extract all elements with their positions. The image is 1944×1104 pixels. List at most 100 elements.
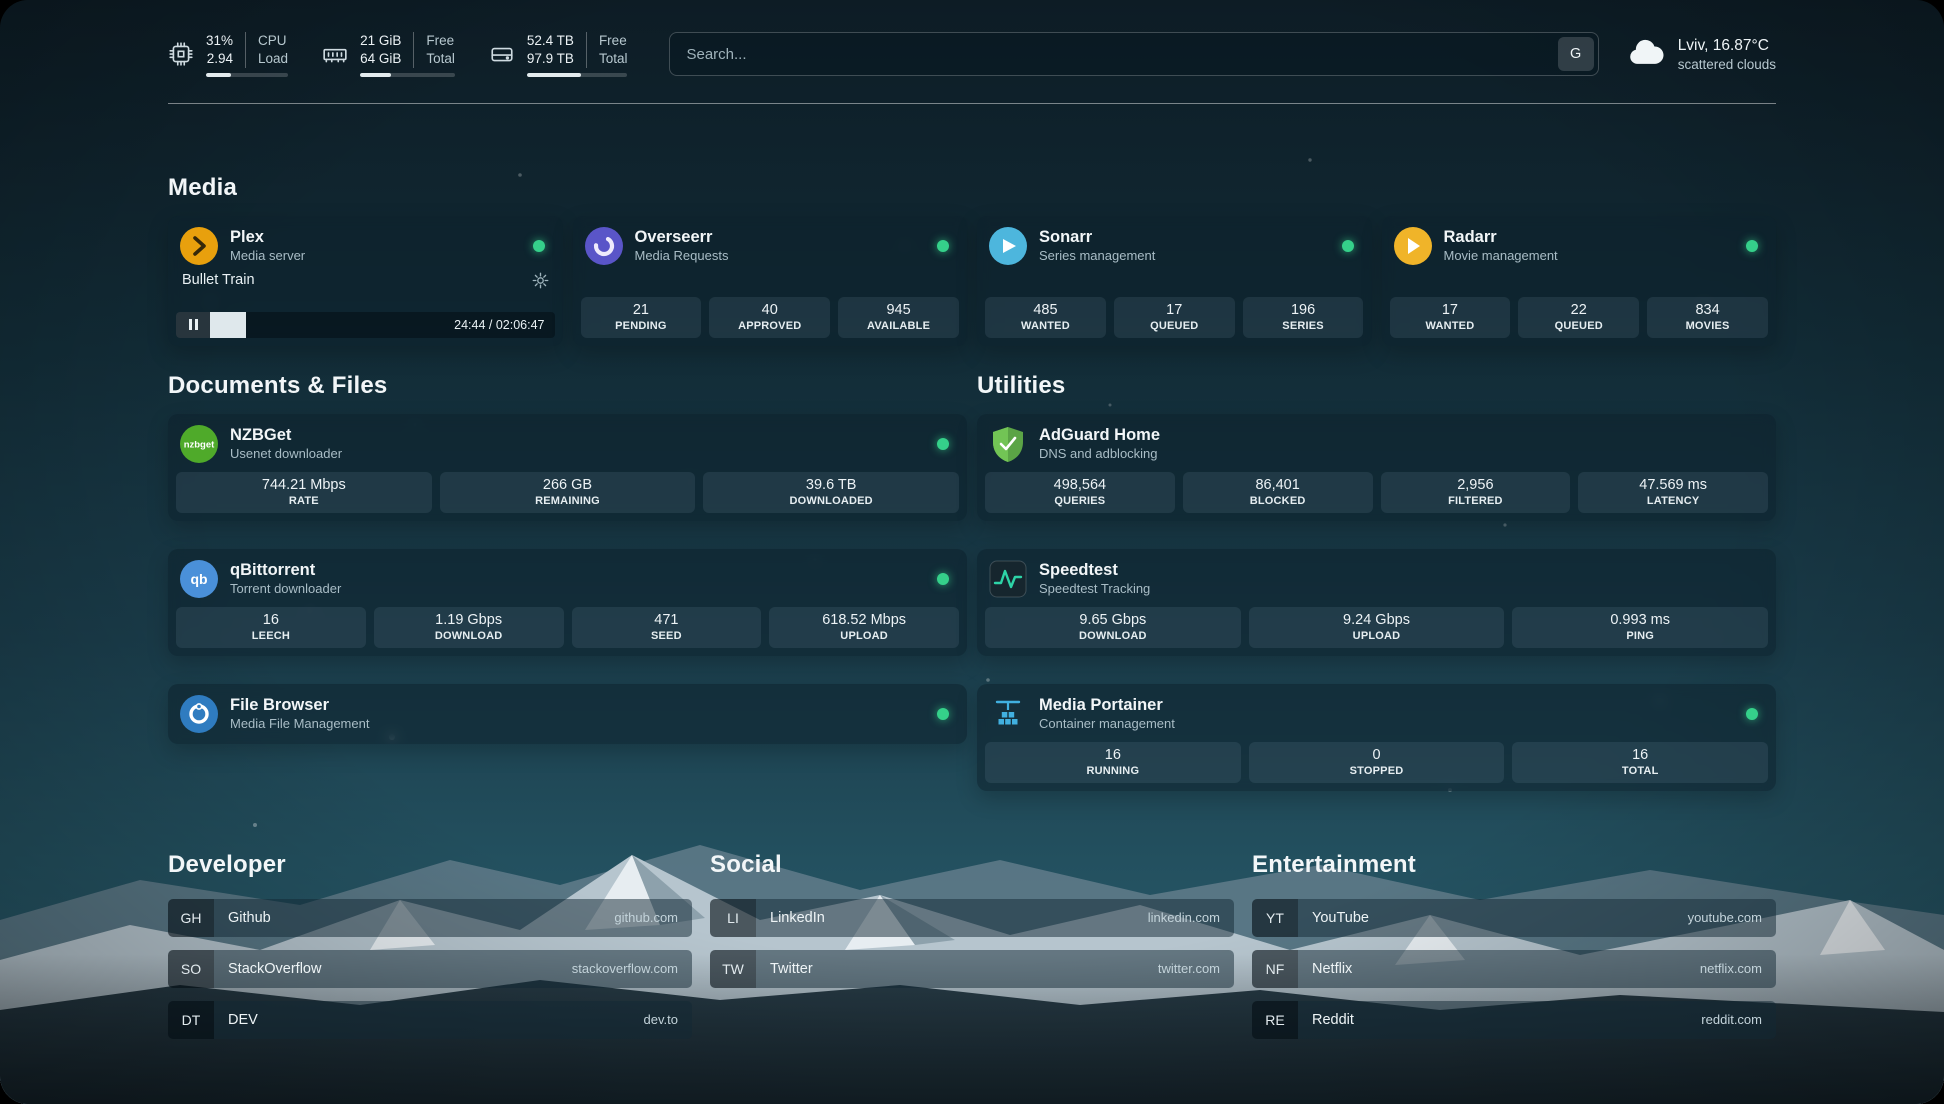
svg-text:qb: qb xyxy=(190,571,207,587)
overseerr-header[interactable]: Overseerr Media Requests xyxy=(581,224,960,268)
bookmark-stackoverflow[interactable]: SO StackOverflow stackoverflow.com xyxy=(168,949,692,988)
stat-box: 40 APPROVED xyxy=(709,296,831,338)
service-name: NZBGet xyxy=(230,425,292,444)
stat-box: 0 STOPPED xyxy=(1248,741,1505,783)
bookmark-twitter[interactable]: TW Twitter twitter.com xyxy=(710,949,1234,988)
stat-box: 17 QUEUED xyxy=(1113,296,1235,338)
qbittorrent-header[interactable]: qb qBittorrent Torrent downloader xyxy=(176,557,959,601)
search-provider-button[interactable]: G xyxy=(1557,37,1594,72)
service-desc: Series management xyxy=(1039,248,1156,264)
cloud-icon xyxy=(1627,37,1665,72)
adguard-icon xyxy=(989,425,1027,463)
radarr-icon xyxy=(1393,226,1432,265)
cpu-values: 31% 2.94 xyxy=(206,33,234,66)
cpu-progress-bar xyxy=(206,72,289,77)
bookmark-reddit[interactable]: RE Reddit reddit.com xyxy=(1252,1000,1776,1039)
stat-box: 744.21 Mbps RATE xyxy=(176,471,432,513)
status-badge xyxy=(532,239,545,252)
stat-box: 86,401 BLOCKED xyxy=(1182,471,1373,513)
service-name: Speedtest xyxy=(1039,560,1118,579)
search-input[interactable] xyxy=(674,45,1558,63)
bookmark-url: github.com xyxy=(614,910,678,926)
gear-icon[interactable] xyxy=(532,272,549,289)
adguard-header[interactable]: AdGuard Home DNS and adblocking xyxy=(985,422,1768,466)
speedtest-header[interactable]: Speedtest Speedtest Tracking xyxy=(985,557,1768,601)
bookmark-url: twitter.com xyxy=(1157,961,1220,977)
stat-box: 16 TOTAL xyxy=(1512,741,1769,783)
service-name: AdGuard Home xyxy=(1039,425,1161,444)
qbittorrent-card: qb qBittorrent Torrent downloader 16 LEE… xyxy=(168,548,967,656)
player-bar: 24:44 / 02:06:47 xyxy=(176,311,555,338)
status-badge xyxy=(937,707,949,720)
section-title-developer: Developer xyxy=(168,850,286,878)
bookmark-abbr: NF xyxy=(1252,949,1298,988)
bookmarks-entertainment: Entertainment YT YouTube youtube.com NF … xyxy=(1252,851,1776,1052)
bookmark-abbr: GH xyxy=(168,898,214,937)
status-badge xyxy=(1341,239,1354,252)
memory-monitor: 21 GiB 64 GiB Free Total xyxy=(322,32,455,77)
search-bar: G xyxy=(669,32,1599,77)
header-divider xyxy=(168,102,1776,104)
bookmarks-developer: Developer GH Github github.com SO StackO… xyxy=(168,851,692,1052)
bookmark-name: Github xyxy=(228,909,271,926)
nzbget-icon: nzbget xyxy=(180,424,218,463)
bookmark-dev[interactable]: DT DEV dev.to xyxy=(168,1000,692,1039)
portainer-icon xyxy=(989,695,1027,733)
bookmark-abbr: SO xyxy=(168,949,214,988)
plex-header[interactable]: Plex Media server xyxy=(176,224,555,268)
overseerr-card: Overseerr Media Requests 21 PENDING 40 A… xyxy=(572,215,967,346)
nzbget-header[interactable]: nzbget NZBGet Usenet downloader xyxy=(176,422,959,466)
bookmark-name: Reddit xyxy=(1312,1011,1354,1028)
bookmark-url: linkedin.com xyxy=(1147,910,1220,926)
stat-box: 47.569 ms LATENCY xyxy=(1578,471,1768,513)
bookmark-github[interactable]: GH Github github.com xyxy=(168,898,692,937)
filebrowser-header[interactable]: File Browser Media File Management xyxy=(176,692,959,736)
bookmark-abbr: DT xyxy=(168,1000,214,1039)
stat-box: 266 GB REMAINING xyxy=(439,471,696,513)
service-desc: Movie management xyxy=(1443,248,1558,264)
stat-box: 834 MOVIES xyxy=(1647,296,1768,338)
status-badge xyxy=(937,239,949,252)
bookmark-url: dev.to xyxy=(643,1012,678,1028)
stat-box: 0.993 ms PING xyxy=(1512,606,1769,648)
service-desc: Speedtest Tracking xyxy=(1039,581,1151,597)
disk-monitor: 52.4 TB 97.9 TB Free Total xyxy=(489,32,628,77)
section-title-utilities: Utilities xyxy=(977,371,1066,399)
service-name: Sonarr xyxy=(1039,227,1093,246)
bookmark-netflix[interactable]: NF Netflix netflix.com xyxy=(1252,949,1776,988)
stat-box: 1.19 Gbps DOWNLOAD xyxy=(373,606,564,648)
weather-location: Lviv, 16.87°C xyxy=(1677,36,1769,54)
bookmark-name: Twitter xyxy=(770,960,813,977)
pause-button[interactable] xyxy=(176,311,210,338)
status-badge xyxy=(937,437,949,450)
weather-widget: Lviv, 16.87°C scattered clouds xyxy=(1627,37,1776,72)
speedtest-card: Speedtest Speedtest Tracking 9.65 Gbps D… xyxy=(977,548,1776,656)
status-badge xyxy=(1746,707,1758,720)
service-name: Media Portainer xyxy=(1039,695,1163,714)
bookmark-linkedin[interactable]: LI LinkedIn linkedin.com xyxy=(710,898,1234,937)
bookmark-abbr: YT xyxy=(1252,898,1298,937)
status-badge xyxy=(937,572,949,585)
section-title-social: Social xyxy=(710,850,782,878)
section-documents: Documents & Files nzbget NZBGet Usenet d xyxy=(168,372,967,744)
bookmarks-social: Social LI LinkedIn linkedin.com TW Twitt… xyxy=(710,851,1234,1001)
status-badge xyxy=(1746,239,1758,252)
nzbget-card: nzbget NZBGet Usenet downloader 744.21 M… xyxy=(168,413,967,521)
player-time: 24:44 / 02:06:47 xyxy=(454,317,545,332)
player-progress xyxy=(210,311,246,338)
service-name: qBittorrent xyxy=(230,560,316,579)
bookmark-youtube[interactable]: YT YouTube youtube.com xyxy=(1252,898,1776,937)
service-name: Overseerr xyxy=(634,227,713,246)
adguard-card: AdGuard Home DNS and adblocking 498,564 … xyxy=(977,413,1776,521)
service-desc: Media File Management xyxy=(230,716,370,732)
bookmark-name: LinkedIn xyxy=(770,909,825,926)
portainer-header[interactable]: Media Portainer Container management xyxy=(985,692,1768,736)
bookmark-name: StackOverflow xyxy=(228,960,322,977)
now-playing-title: Bullet Train xyxy=(182,272,255,289)
disk-values: 52.4 TB 97.9 TB xyxy=(526,33,574,66)
bookmark-url: reddit.com xyxy=(1701,1012,1762,1028)
radarr-header[interactable]: Radarr Movie management xyxy=(1390,224,1769,268)
service-desc: DNS and adblocking xyxy=(1039,446,1158,462)
speedtest-icon xyxy=(989,560,1027,598)
sonarr-header[interactable]: Sonarr Series management xyxy=(985,224,1364,268)
